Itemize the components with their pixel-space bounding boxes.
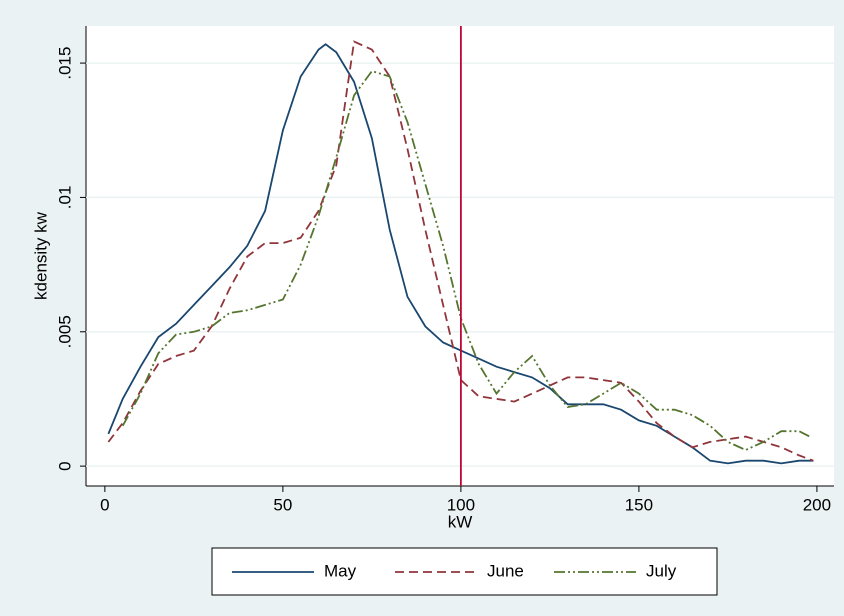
y-tick-label: 0: [55, 461, 74, 470]
legend-label: July: [646, 561, 677, 580]
legend-label: May: [324, 561, 357, 580]
series-line: [121, 70, 811, 451]
x-tick-label: 100: [447, 495, 475, 514]
x-tick-label: 150: [625, 495, 653, 514]
series-line: [107, 40, 814, 462]
legend-label: June: [487, 561, 524, 580]
series-line: [107, 43, 814, 465]
y-tick-label: .005: [55, 315, 74, 348]
x-tick-label: 200: [803, 495, 831, 514]
y-tick-label: .015: [55, 47, 74, 80]
y-tick-label: .01: [55, 186, 74, 210]
x-tick-label: 50: [273, 495, 292, 514]
x-axis-title: kW: [448, 512, 473, 531]
x-tick-label: 0: [100, 495, 109, 514]
y-axis-title: kdensity kw: [31, 211, 50, 300]
